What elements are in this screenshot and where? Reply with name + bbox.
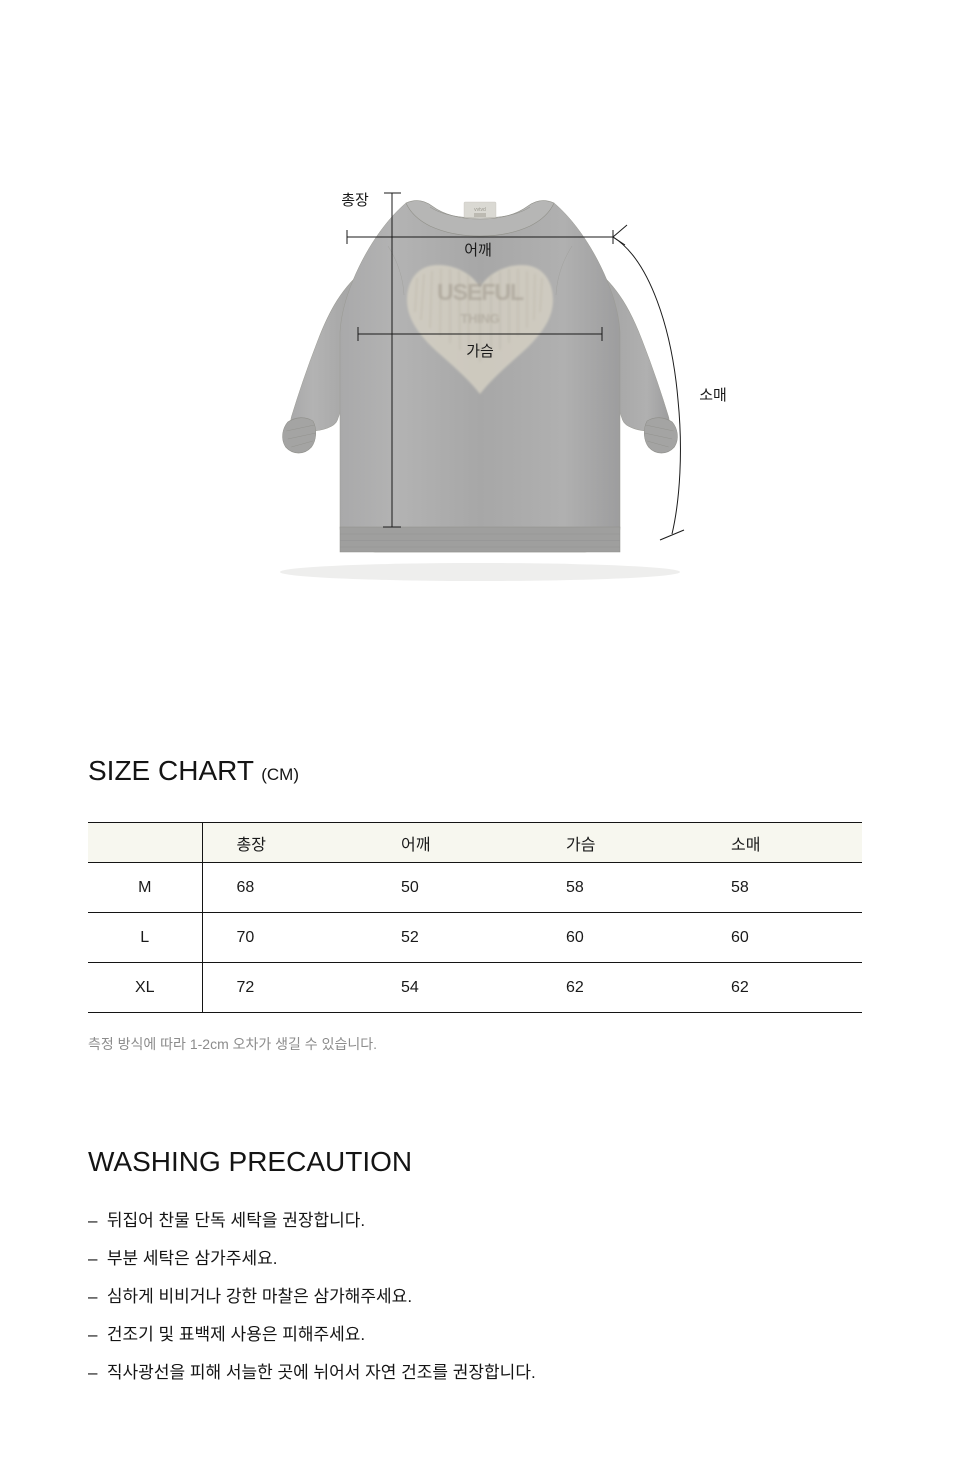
- svg-text:USEFUL: USEFUL: [437, 279, 524, 305]
- svg-text:가슴: 가슴: [466, 343, 494, 360]
- svg-text:소매: 소매: [699, 387, 727, 404]
- svg-text:vvtvd: vvtvd: [474, 207, 486, 213]
- svg-text:총장: 총장: [341, 192, 369, 209]
- svg-text:어깨: 어깨: [464, 242, 492, 259]
- svg-text:THING: THING: [461, 311, 500, 326]
